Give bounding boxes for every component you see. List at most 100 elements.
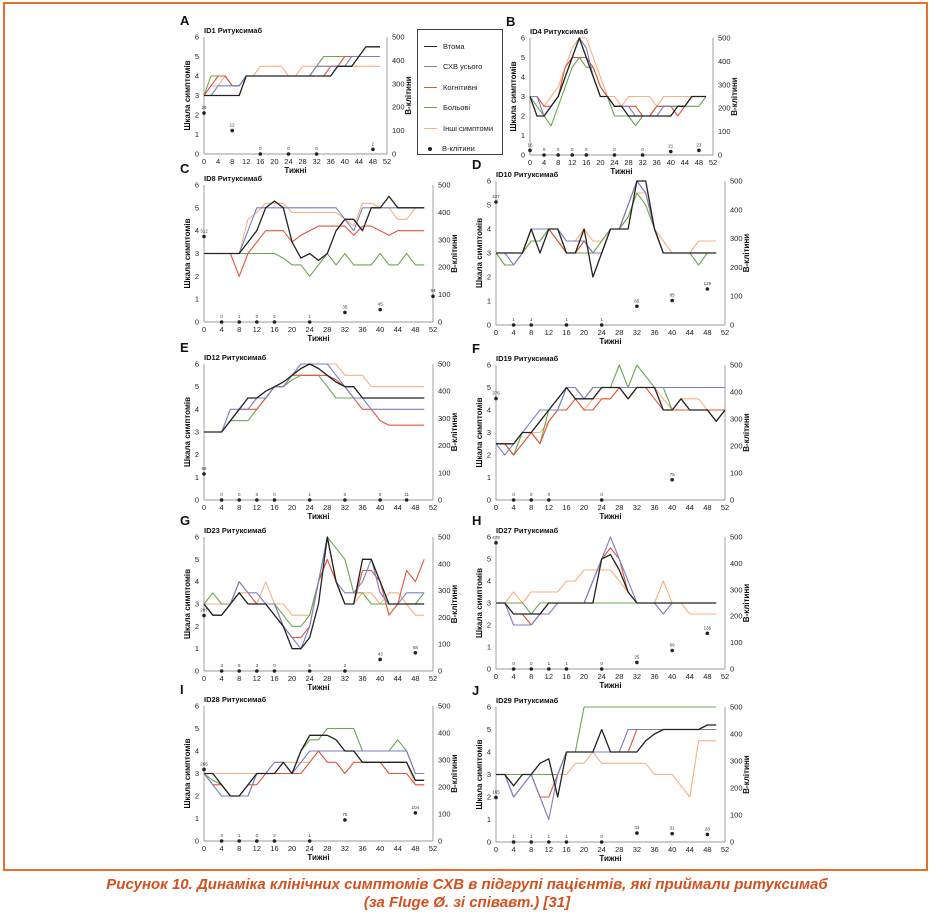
y-tick-label: 0: [487, 665, 491, 674]
x-tick-label: 20: [580, 845, 588, 854]
y-tick-label: 4: [195, 747, 199, 756]
x-tick-label: 32: [341, 503, 349, 512]
y-tick-label: 3: [195, 428, 199, 437]
series-line-other: [496, 386, 725, 456]
x-tick-label: 48: [369, 157, 377, 166]
y2-tick-label: 300: [438, 235, 451, 244]
x-tick-label: 52: [721, 503, 729, 512]
y-tick-label: 1: [195, 814, 199, 823]
x-tick-label: 20: [580, 672, 588, 681]
bcell-point: [640, 153, 645, 157]
x-axis-label: Тижні: [599, 854, 621, 863]
y-tick-label: 6: [487, 703, 491, 712]
y2-tick-label: 200: [438, 783, 451, 792]
legend-label: Больові: [443, 103, 471, 113]
bcell-point: [697, 148, 701, 153]
bcell-label: 1: [512, 317, 515, 322]
bcell-point: [511, 498, 516, 502]
y-tick-label: 0: [195, 496, 199, 505]
x-tick-label: 0: [202, 844, 206, 853]
bcell-point: [202, 234, 206, 239]
y-tick-label: 3: [487, 770, 491, 779]
y-tick-label: 4: [195, 226, 199, 235]
y-tick-label: 3: [487, 249, 491, 258]
y2-tick-label: 200: [730, 442, 743, 451]
y2-tick-label: 100: [392, 126, 405, 135]
x-tick-label: 24: [306, 503, 314, 512]
x-tick-label: 28: [323, 844, 331, 853]
y-tick-label: 2: [195, 622, 199, 631]
bcell-point: [547, 667, 551, 671]
bcell-label: 1: [308, 492, 311, 497]
series-line-pain: [495, 192, 717, 266]
y-tick-label: 5: [195, 52, 199, 61]
x-tick-label: 0: [528, 158, 532, 167]
y-tick-label: 6: [195, 702, 199, 711]
bcell-point: [547, 498, 551, 502]
y-tick-label: 2: [521, 112, 525, 121]
x-tick-label: 48: [411, 503, 419, 512]
bcell-label: 43: [378, 651, 384, 656]
bcell-label: 0: [600, 834, 603, 839]
x-tick-label: 32: [633, 328, 641, 337]
bcell-label: 478: [492, 535, 500, 540]
bcell-point: [494, 200, 498, 204]
bcell-point: [255, 498, 259, 502]
caption-line-1: Рисунок 10. Динаміка клінічних симптомів…: [106, 876, 828, 893]
y2-axis-label: В-клітини: [742, 413, 751, 452]
y-tick-label: 5: [487, 725, 491, 734]
x-tick-label: 8: [237, 503, 241, 512]
bcell-label: 1: [600, 317, 603, 322]
y-axis-label: Шкала симптомів: [183, 218, 192, 288]
bcell-label: 0: [557, 147, 560, 152]
x-tick-label: 52: [383, 157, 391, 166]
y2-tick-label: 0: [438, 496, 442, 505]
bcell-label: 1: [548, 834, 551, 839]
bcell-label: 1: [530, 834, 533, 839]
x-tick-label: 12: [242, 157, 250, 166]
bcell-point: [529, 840, 534, 844]
bcell-point: [635, 831, 639, 835]
y2-tick-label: 400: [392, 56, 405, 65]
x-tick-label: 40: [376, 844, 384, 853]
series-line-pain: [496, 602, 717, 615]
x-tick-label: 4: [512, 503, 516, 512]
y-axis-label: Шкала симптомів: [475, 739, 484, 809]
y-tick-label: 1: [487, 815, 491, 824]
x-tick-label: 48: [411, 844, 419, 853]
bcell-point: [529, 323, 534, 327]
bcell-point: [404, 498, 409, 502]
x-tick-label: 20: [288, 674, 296, 683]
series-line-cognitive: [204, 225, 425, 277]
bcell-label: 312: [200, 229, 208, 234]
bcell-label: 33: [634, 825, 640, 830]
series-line-pain: [496, 706, 717, 776]
x-tick-label: 20: [270, 157, 278, 166]
series-line-total: [203, 750, 425, 797]
bcell-label: 21: [668, 143, 674, 148]
bcell-point: [494, 396, 498, 401]
bcell-point: [670, 298, 674, 303]
panel-letter: E: [180, 340, 189, 355]
x-tick-label: 48: [411, 674, 419, 683]
x-tick-label: 32: [633, 845, 641, 854]
legend-item-pain: Больові: [424, 98, 498, 119]
y-tick-label: 3: [195, 600, 199, 609]
x-tick-label: 16: [270, 674, 278, 683]
x-tick-label: 4: [220, 325, 224, 334]
bcell-point: [237, 669, 242, 673]
y2-tick-label: 400: [730, 205, 743, 214]
x-tick-label: 44: [394, 503, 402, 512]
panel-letter: H: [472, 513, 481, 528]
bcell-label: 0: [585, 147, 588, 152]
y-tick-label: 1: [521, 131, 525, 140]
y2-tick-label: 200: [438, 263, 451, 272]
y-tick-label: 6: [195, 33, 199, 42]
x-tick-label: 48: [703, 328, 711, 337]
y2-tick-label: 0: [730, 838, 734, 847]
bcell-point: [307, 498, 312, 502]
y-tick-label: 1: [195, 130, 199, 139]
